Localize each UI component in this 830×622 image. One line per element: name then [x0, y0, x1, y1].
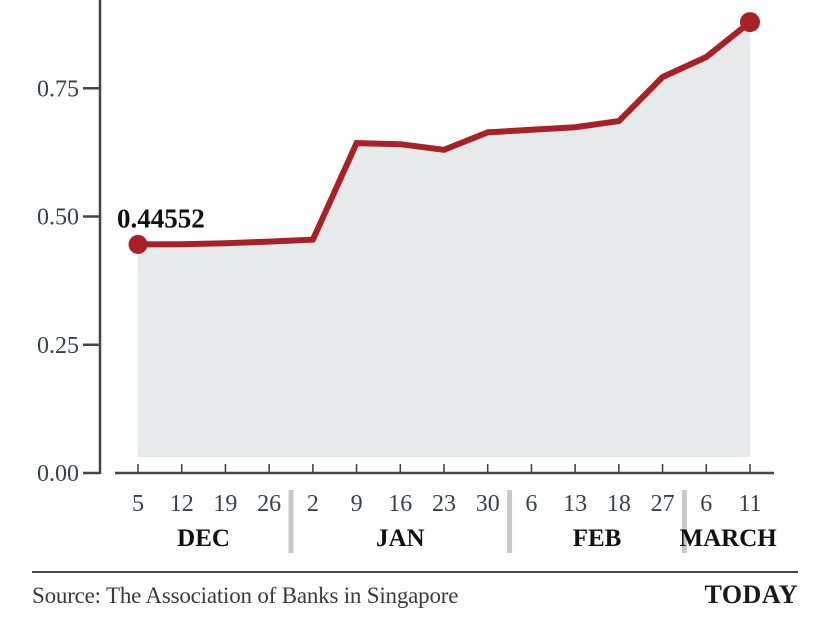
x-tick-label: 11 [738, 491, 761, 517]
start-point-marker [128, 234, 148, 254]
x-tick-label: 16 [388, 491, 412, 517]
y-tick-label: 0.50 [37, 205, 79, 231]
month-label: DEC [177, 525, 230, 552]
value-annotation: 0.44552 [117, 203, 205, 233]
y-tick-label: 0.75 [37, 76, 79, 102]
x-tick-label: 19 [213, 491, 237, 517]
x-tick-label: 2 [307, 491, 319, 517]
rate-line [137, 19, 752, 248]
publication-logo: TODAY [704, 580, 798, 609]
x-tick-label: 30 [476, 491, 500, 517]
x-tick-label: 6 [700, 491, 712, 517]
area-fill [138, 22, 750, 457]
month-label: JAN [376, 525, 425, 552]
x-tick-label: 6 [525, 491, 537, 517]
x-tick-label: 9 [351, 491, 363, 517]
x-tick-label: 13 [563, 491, 587, 517]
x-tick-label: 23 [432, 491, 456, 517]
month-separator [681, 490, 687, 553]
x-tick-label: 5 [132, 491, 144, 517]
x-tick-label: 26 [257, 491, 281, 517]
month-separator [288, 490, 294, 553]
x-tick-label: 12 [170, 491, 194, 517]
month-label: MARCH [680, 525, 778, 552]
end-point-marker [740, 12, 760, 33]
source-credit: Source: The Association of Banks in Sing… [32, 583, 459, 608]
month-label: FEB [573, 525, 622, 552]
x-tick-label: 18 [607, 491, 631, 517]
x-tick-label: 27 [651, 491, 675, 517]
y-tick-label: 0.25 [37, 333, 79, 359]
footer: Source: The Association of Banks in Sing… [32, 571, 798, 610]
y-tick-label: 0.00 [37, 461, 79, 487]
month-separator [507, 490, 513, 553]
